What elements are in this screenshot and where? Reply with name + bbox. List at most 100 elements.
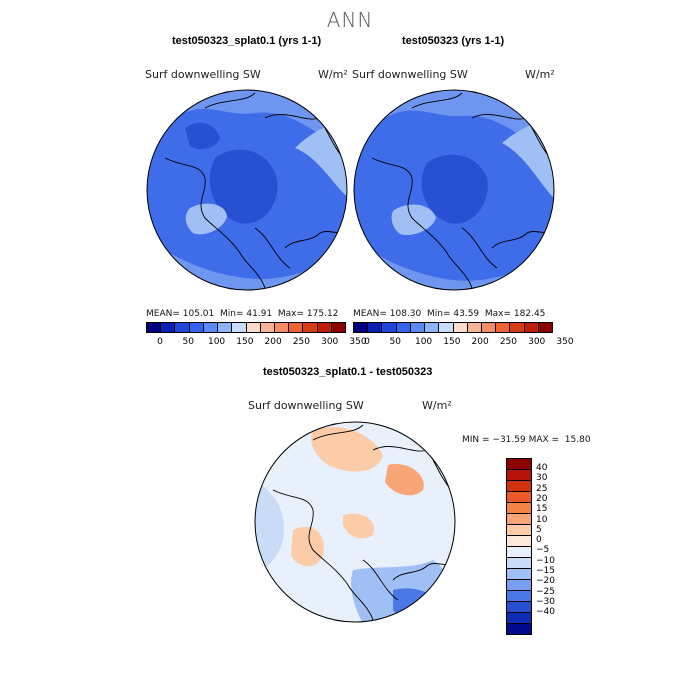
colorbar-tick-label: 150 bbox=[443, 337, 461, 347]
panel2-stats: MEAN= 108.30 Min= 43.59 Max= 182.45 bbox=[353, 309, 545, 319]
panel2-max: 182.45 bbox=[513, 309, 546, 319]
diff-colorbar-swatch bbox=[507, 492, 531, 503]
diff-variable: Surf downwelling SW bbox=[248, 399, 364, 412]
panel2-min-label: Min= bbox=[427, 309, 451, 319]
diff-colorbar-tick-label: 40 bbox=[536, 463, 548, 473]
diff-colorbar-swatch bbox=[507, 591, 531, 602]
panel1-mean: 105.01 bbox=[182, 309, 215, 319]
panel2-mean-label: MEAN= bbox=[353, 309, 387, 319]
diff-pos-region-center bbox=[343, 513, 374, 539]
colorbar-swatch bbox=[538, 323, 553, 332]
diff-colorbar-tick-label: 0 bbox=[536, 535, 542, 546]
diff-colorbar-swatch bbox=[507, 613, 531, 624]
diff-title: test050323_splat0.1 - test050323 bbox=[263, 366, 433, 378]
panel2-colorbar-ticks: 0 50 100 150 200 250 300 350 bbox=[353, 337, 573, 349]
colorbar-swatch bbox=[161, 323, 176, 332]
diff-neg-region-strong bbox=[393, 588, 443, 619]
colorbar-swatch bbox=[524, 323, 539, 332]
colorbar-tick-label: 50 bbox=[182, 337, 195, 347]
diff-colorbar-swatch bbox=[507, 569, 531, 580]
diff-map-border bbox=[254, 421, 456, 623]
colorbar-tick-label: 200 bbox=[471, 337, 489, 347]
colorbar-swatch bbox=[331, 323, 346, 332]
colorbar-swatch bbox=[496, 323, 511, 332]
panel1-units: W/m² bbox=[318, 68, 348, 81]
colorbar-swatch bbox=[481, 323, 497, 332]
colorbar-swatch bbox=[510, 323, 525, 332]
diff-colorbar-ticks: 40 30 25 20 15 10 5 0 −5 −10 −15 −20 −25 −30 −40 bbox=[536, 458, 566, 628]
diff-colorbar-tick-label: 15 bbox=[536, 504, 548, 515]
panel1-light-region-north bbox=[147, 90, 347, 168]
figure-title: ANN bbox=[326, 8, 374, 32]
colorbar-swatch bbox=[317, 323, 332, 332]
panel2-map-border bbox=[353, 89, 555, 291]
diff-colorbar-tick-label: −15 bbox=[536, 566, 555, 576]
diff-colorbar-swatch bbox=[507, 481, 531, 492]
diff-colorbar-tick-label: −20 bbox=[536, 576, 555, 587]
panel1-min-label: Min= bbox=[220, 309, 244, 319]
diff-colorbar-swatch bbox=[507, 459, 531, 470]
colorbar-tick-label: 300 bbox=[528, 337, 546, 347]
diff-colorbar-tick-label: −40 bbox=[536, 607, 555, 618]
colorbar-swatch bbox=[260, 323, 275, 332]
panel1-dark-region-west bbox=[185, 122, 220, 150]
colorbar-tick-label: 200 bbox=[264, 337, 282, 347]
colorbar-tick-label: 100 bbox=[207, 337, 226, 347]
panel1-coastline-1 bbox=[164, 157, 266, 289]
panel1-map-border bbox=[146, 89, 348, 291]
panel2-coastline-1 bbox=[371, 157, 473, 289]
panel1-stats: MEAN= 105.01 Min= 41.91 Max= 175.12 bbox=[146, 309, 338, 319]
colorbar-swatch bbox=[175, 323, 190, 332]
panel2-light-region-north bbox=[354, 90, 554, 170]
diff-colorbar-swatch bbox=[507, 547, 531, 558]
diff-colorbar-swatch bbox=[507, 503, 531, 514]
colorbar-swatch bbox=[274, 323, 290, 332]
panel2-mean: 108.30 bbox=[389, 309, 422, 319]
panel2-map bbox=[353, 89, 555, 291]
diff-colorbar-swatch bbox=[507, 525, 531, 536]
colorbar-swatch bbox=[203, 323, 219, 332]
colorbar-swatch bbox=[303, 323, 318, 332]
colorbar-swatch bbox=[246, 323, 261, 332]
diff-colorbar-swatch bbox=[507, 602, 531, 613]
panel2-units: W/m² bbox=[525, 68, 555, 81]
panel1-max-label: Max= bbox=[277, 309, 305, 319]
colorbar-swatch bbox=[232, 323, 247, 332]
panel1-title: test050323_splat0.1 (yrs 1-1) bbox=[172, 35, 322, 47]
panel1-max: 175.12 bbox=[306, 309, 339, 319]
panel1-variable: Surf downwelling SW bbox=[145, 68, 261, 81]
colorbar-swatch bbox=[410, 323, 426, 332]
colorbar-swatch bbox=[382, 323, 397, 332]
colorbar-swatch bbox=[189, 323, 204, 332]
colorbar-swatch bbox=[439, 323, 454, 332]
diff-colorbar-tick-label: −25 bbox=[536, 586, 555, 597]
colorbar-swatch bbox=[147, 323, 162, 332]
diff-colorbar-tick-label: 20 bbox=[536, 493, 548, 504]
panel1-mean-label: MEAN= bbox=[146, 309, 180, 319]
diff-colorbar-swatch bbox=[507, 536, 531, 547]
panel1-map bbox=[146, 89, 348, 291]
diff-minmax: MIN = −31.59 MAX = 15.80 bbox=[462, 435, 591, 445]
colorbar-swatch bbox=[218, 323, 233, 332]
diff-colorbar-swatch bbox=[507, 558, 531, 569]
diff-colorbar-tick-label: 5 bbox=[536, 524, 542, 535]
diff-colorbar-tick-label: −5 bbox=[536, 545, 550, 556]
diff-colorbar-swatch bbox=[507, 624, 531, 634]
colorbar-swatch bbox=[368, 323, 383, 332]
panel2-min: 43.59 bbox=[453, 309, 480, 319]
diff-pos-region-north bbox=[311, 426, 383, 472]
colorbar-tick-label: 300 bbox=[321, 337, 339, 347]
diff-coastline-1 bbox=[272, 489, 374, 621]
diff-colorbar-tick-label: 30 bbox=[536, 473, 548, 484]
colorbar-tick-label: 250 bbox=[499, 337, 518, 347]
diff-colorbar-tick-label: −30 bbox=[536, 596, 555, 607]
colorbar-swatch bbox=[396, 323, 411, 332]
panel2-title: test050323 (yrs 1-1) bbox=[402, 35, 505, 47]
panel2-variable: Surf downwelling SW bbox=[352, 68, 468, 81]
panel1-dark-region-arctic bbox=[209, 149, 278, 224]
colorbar-tick-label: 100 bbox=[414, 337, 433, 347]
panel1-colorbar bbox=[146, 322, 346, 333]
colorbar-tick-label: 0 bbox=[157, 337, 163, 347]
diff-colorbar-tick-label: −10 bbox=[536, 555, 555, 566]
diff-pos-region-ne bbox=[385, 464, 424, 496]
